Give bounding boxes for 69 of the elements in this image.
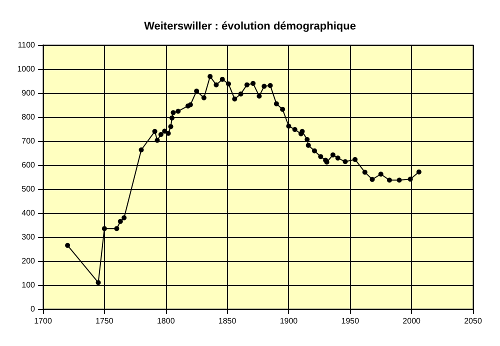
point	[96, 280, 101, 286]
point	[220, 76, 225, 82]
point	[65, 242, 70, 248]
point	[118, 218, 123, 224]
point	[170, 115, 174, 120]
point	[378, 172, 384, 177]
x-tick-label: 1950	[341, 316, 360, 326]
x-tick-label: 1900	[280, 316, 298, 326]
point	[138, 147, 144, 152]
chart-title: Weiterswiller : évolution démographique	[144, 20, 356, 32]
point	[292, 126, 298, 132]
point	[226, 81, 232, 86]
point	[168, 124, 174, 130]
point	[238, 91, 244, 96]
x-tick-label: 1800	[156, 316, 176, 326]
x-tick-label: 1700	[34, 316, 52, 326]
point	[306, 142, 311, 148]
point	[286, 124, 292, 129]
point	[370, 176, 375, 182]
point	[114, 226, 120, 232]
point	[166, 130, 171, 136]
point	[396, 178, 402, 183]
y-tick-label: 600	[22, 160, 36, 170]
point	[214, 82, 219, 88]
point	[244, 82, 250, 88]
point	[256, 94, 262, 99]
point	[201, 95, 206, 100]
point	[162, 128, 168, 134]
y-tick-label: 1100	[18, 40, 36, 50]
y-tick-label: 500	[22, 184, 36, 194]
y-tick-label: 1000	[17, 64, 36, 74]
point	[152, 128, 158, 134]
point	[352, 156, 358, 162]
point	[386, 178, 392, 183]
point	[318, 154, 324, 160]
y-tick-label: 900	[22, 88, 36, 98]
point	[300, 128, 305, 134]
y-tick-label: 0	[30, 304, 36, 314]
point	[102, 226, 107, 232]
point	[170, 110, 176, 116]
point	[262, 84, 267, 89]
x-tick-label: 1850	[218, 316, 237, 326]
point	[280, 106, 286, 112]
point	[188, 102, 193, 108]
y-tick-label: 400	[22, 208, 36, 218]
y-tick-label: 800	[22, 112, 36, 122]
point	[408, 176, 413, 182]
point	[312, 148, 318, 154]
y-tick-label: 200	[22, 256, 36, 266]
point	[342, 159, 348, 164]
point	[250, 80, 256, 86]
point	[274, 101, 279, 106]
x-tick-label: 1750	[96, 316, 114, 326]
y-tick-label: 300	[22, 232, 36, 242]
point	[268, 83, 273, 88]
x-tick-label: 2050	[464, 316, 482, 326]
point	[362, 170, 368, 175]
point	[232, 96, 238, 102]
y-tick-label: 700	[22, 136, 36, 146]
point	[158, 132, 164, 138]
y-tick-label: 100	[22, 280, 36, 290]
point	[208, 74, 213, 79]
point	[154, 138, 160, 143]
point	[122, 215, 127, 220]
point	[330, 152, 336, 158]
point	[416, 169, 422, 174]
point	[176, 108, 181, 114]
x-tick-label: 2000	[402, 316, 422, 326]
point	[335, 156, 340, 161]
